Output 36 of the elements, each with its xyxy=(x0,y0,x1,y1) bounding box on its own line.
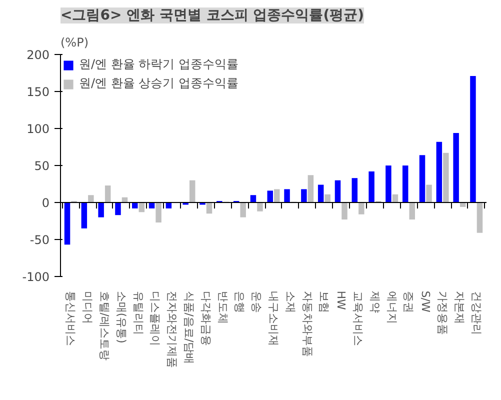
x-tick-label: 은행 xyxy=(233,290,246,313)
y-tick-label: 0 xyxy=(42,196,50,210)
chart-title: <그림6> 엔화 국면별 코스피 업종수익률(평균) xyxy=(60,8,364,24)
x-tick-label: 식품/음료/담배 xyxy=(182,290,196,364)
x-tick-label: 제약 xyxy=(368,290,382,313)
x-tick-label: S/W xyxy=(419,290,432,312)
x-tick-label: 통신서비스 xyxy=(64,290,78,346)
x-tick-label: 미디어 xyxy=(81,290,94,324)
y-tick-label: 100 xyxy=(26,122,50,136)
x-tick-label: 소매(유통) xyxy=(114,290,128,344)
x-tick-label: 증권 xyxy=(402,290,416,313)
x-tick-label: 에너지 xyxy=(385,290,398,324)
y-tick-label: 150 xyxy=(26,85,50,99)
x-tick-label: 자본재 xyxy=(452,290,466,324)
x-tick-label: 가정용품 xyxy=(436,290,450,335)
x-tick-label: 운송 xyxy=(250,290,264,313)
x-tick-label: 보험 xyxy=(318,290,331,313)
x-tick-label: 다각화금융 xyxy=(199,290,212,346)
x-tick-label: 전자와전기제품 xyxy=(166,290,179,368)
x-tick-label: 반도체 xyxy=(216,290,230,324)
legend-label: 원/엔 환율 하락기 업종수익률 xyxy=(79,56,238,73)
x-tick-label: 건강관리 xyxy=(470,290,483,335)
y-tick-label: 200 xyxy=(26,48,50,62)
x-tick-label: 디스플레이 xyxy=(148,290,162,346)
x-tick-label: HW xyxy=(334,290,348,310)
x-tick-label: 호텔/레스토랑 xyxy=(98,290,111,360)
y-tick-label: -100 xyxy=(22,270,50,284)
x-tick-label: 교육서비스 xyxy=(352,290,365,346)
y-tick-label: 50 xyxy=(34,159,50,173)
x-tick-label: 자동차와부품 xyxy=(300,290,314,357)
y-axis-title: (%P) xyxy=(60,36,89,50)
y-tick-label: -50 xyxy=(30,233,50,247)
x-tick-label: 소재 xyxy=(284,290,297,313)
x-tick-label: 유틸리티 xyxy=(132,290,145,335)
x-tick-label: 내구소비재 xyxy=(267,290,280,346)
legend-label: 원/엔 환율 상승기 업종수익률 xyxy=(79,75,238,92)
